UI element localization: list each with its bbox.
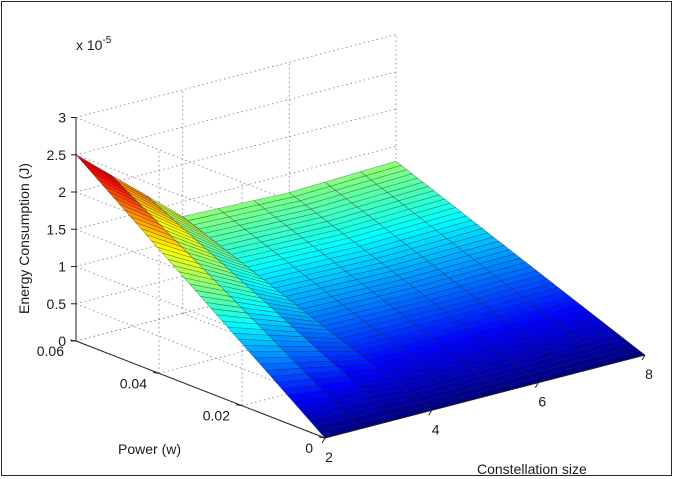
grid-line [75,34,397,118]
grid-line [75,108,397,193]
surface-patch [435,219,478,235]
exponent-base: x 10 [76,37,103,53]
y-tick-mark [152,371,160,374]
x-tick-mark [534,382,539,388]
surface-patch [500,270,543,285]
surface-patch [278,345,322,352]
exponent-power: -5 [102,35,111,46]
z-tick-label: 1.5 [47,221,67,237]
x-axis-line [324,354,646,439]
y-axis-line [75,340,326,439]
z-axis-label: Energy Consumption (J) [16,163,32,314]
y-tick-mark [235,404,243,407]
surface-patch [314,346,357,352]
axis-layer [69,117,646,444]
surface-patch [576,329,619,344]
surface-patch [538,299,581,315]
z-tick-label: 0.5 [47,296,67,312]
x-tick-label: 8 [645,366,653,382]
surface-patch [248,351,291,359]
x-tick-mark [428,410,433,416]
z-tick-label: 1 [58,259,66,275]
surface-patch [565,320,608,336]
surface-patch [468,245,511,260]
surface-patch [237,339,281,347]
surface-patch [408,198,451,214]
z-tick-label: 2 [58,184,66,200]
surface-patch [359,160,403,177]
z-tick-label: 2.5 [47,147,67,163]
z-tick-label: 3 [58,110,66,126]
grid-line [75,71,397,156]
surface-layer [75,154,646,439]
surface-patch [495,266,538,281]
x-tick-mark [321,437,326,444]
surface-patch [570,325,614,340]
x-tick-mark [641,354,646,361]
z-tick-label: 0 [58,333,66,349]
surface-patch [413,202,457,218]
x-tick-label: 6 [538,394,546,410]
surface-patch [527,291,570,306]
y-tick-mark [318,436,326,439]
y-tick-label: 0.06 [37,343,64,359]
x-tick-label: 2 [325,449,333,465]
x-axis-label: Constellation size [477,461,587,477]
surface-patch [478,253,522,269]
surface-patch [598,346,641,361]
surface-patch [370,169,413,185]
surface-patch [543,304,587,319]
surface-patch [533,295,576,311]
exponent-label: x 10-5 [76,35,112,53]
surface-patch [397,190,440,206]
surface-patch [386,181,430,198]
surface-patch [505,274,549,290]
surface-patch [424,211,467,227]
y-tick-label: 0 [305,440,313,456]
y-axis-label: Power (w) [118,441,181,457]
surface-patch [554,312,597,327]
surface-patch [419,207,462,223]
y-tick-label: 0.02 [203,408,230,424]
x-tick-label: 4 [432,421,440,437]
surface-patch [273,340,316,347]
surface-patch [243,345,286,353]
surface-patch [592,342,635,357]
y-tick-label: 0.04 [120,375,147,391]
